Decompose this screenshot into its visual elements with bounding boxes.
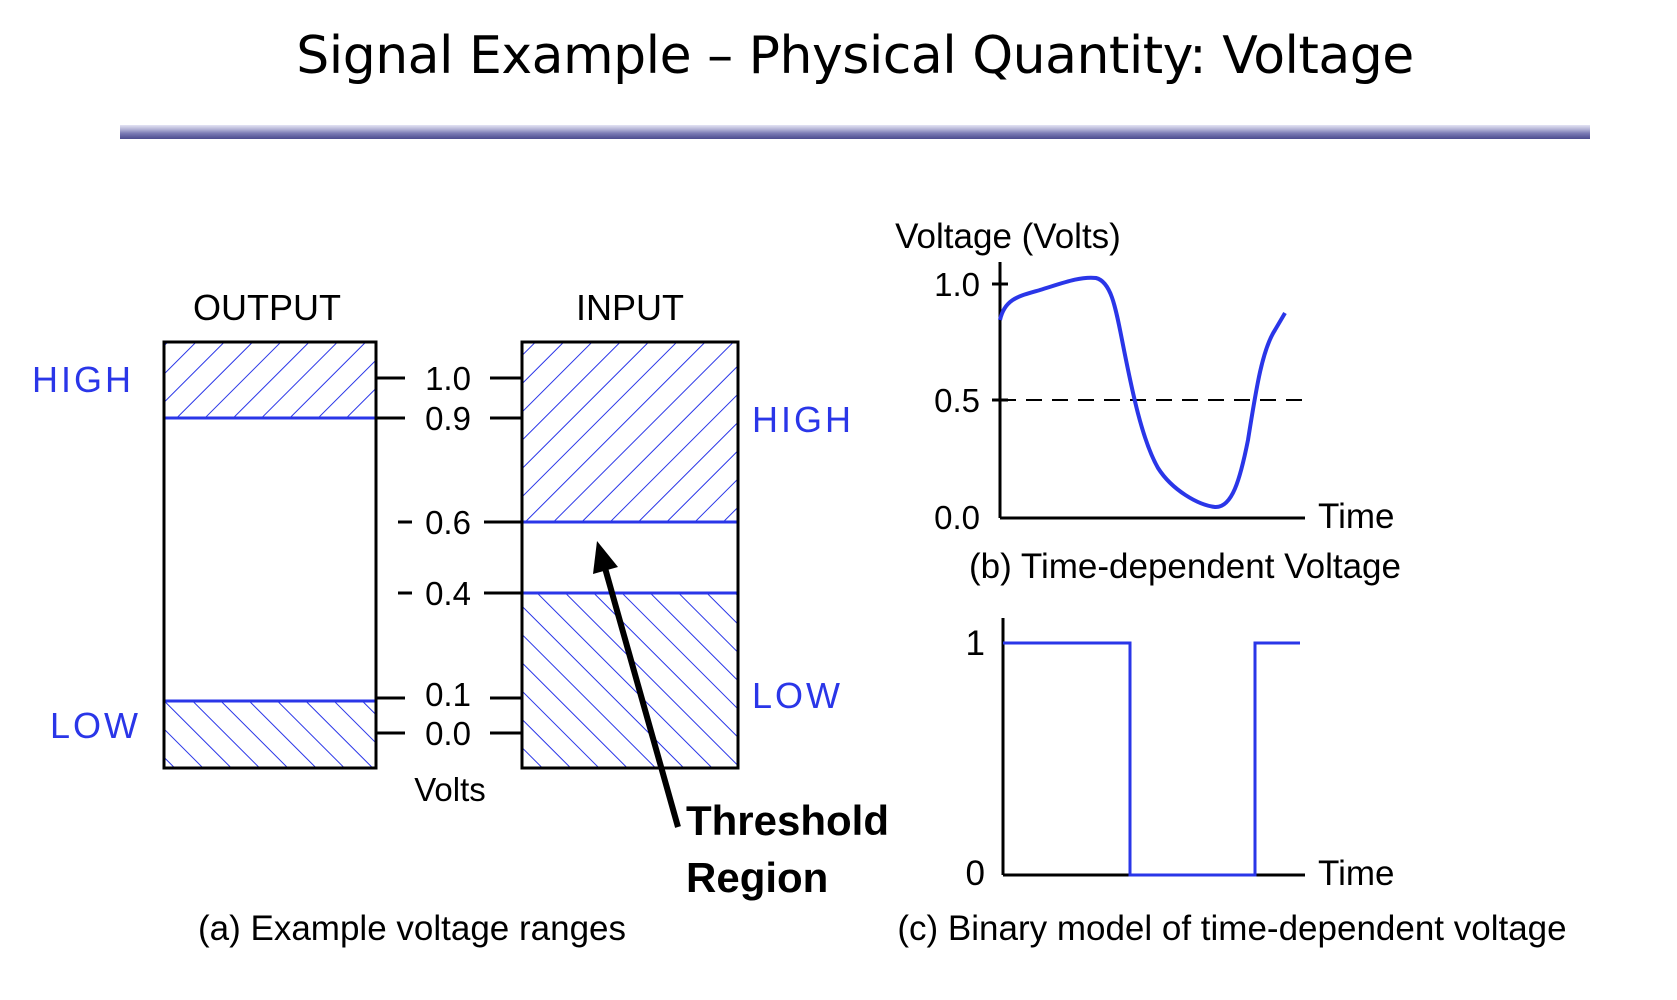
binary-model-chart: 1 0 Time (c) Binary model of time-depend… (897, 618, 1567, 948)
voltage-ranges-panel: OUTPUT INPUT HIGH LOW HIGH LOW 1.0 0.9 (32, 287, 889, 948)
title-divider (120, 125, 1590, 139)
y-axis-label: Voltage (Volts) (895, 217, 1121, 256)
input-box (520, 340, 740, 770)
page-title: Signal Example – Physical Quantity: Volt… (296, 26, 1414, 86)
caption-a: (a) Example voltage ranges (198, 909, 626, 948)
output-low-label: LOW (50, 705, 141, 746)
output-high-label: HIGH (32, 359, 134, 400)
caption-c: (c) Binary model of time-dependent volta… (897, 909, 1566, 948)
x-axis-label: Time (1318, 497, 1394, 536)
binary-waveform (1003, 641, 1300, 877)
input-low-band (522, 593, 738, 768)
tick-label: 0.1 (425, 676, 471, 713)
voltage-waveform (998, 275, 1287, 509)
input-high-label: HIGH (752, 399, 854, 440)
y-tick-label: 0.0 (934, 499, 980, 536)
output-box (162, 340, 378, 770)
caption-b: (b) Time-dependent Voltage (969, 547, 1401, 586)
input-label: INPUT (576, 287, 684, 328)
y-tick-label: 1 (966, 624, 985, 663)
output-low-band (164, 701, 376, 768)
volts-unit-label: Volts (414, 771, 486, 808)
y-tick-label: 0.5 (934, 382, 980, 419)
output-high-band (164, 342, 376, 418)
y-tick-label: 0 (966, 854, 985, 893)
threshold-arrow (602, 567, 681, 828)
tick-label: 0.9 (425, 400, 471, 437)
input-low-label: LOW (752, 675, 843, 716)
input-high-band (522, 342, 738, 522)
threshold-label: Threshold (686, 797, 889, 844)
tick-label: 0.6 (425, 504, 471, 541)
threshold-arrowhead (593, 541, 618, 574)
y-tick-label: 1.0 (934, 266, 980, 303)
x-axis-label: Time (1318, 854, 1394, 893)
analog-voltage-chart: Voltage (Volts) 1.0 0.5 0.0 Time (b) Tim… (895, 217, 1401, 586)
region-label: Region (686, 854, 828, 901)
tick-label: 1.0 (425, 360, 471, 397)
tick-label: 0.0 (425, 715, 471, 752)
output-label: OUTPUT (193, 287, 341, 328)
tick-label: 0.4 (425, 575, 471, 612)
voltage-scale: 1.0 0.9 0.6 0.4 0.1 0.0 Volts (376, 360, 522, 808)
